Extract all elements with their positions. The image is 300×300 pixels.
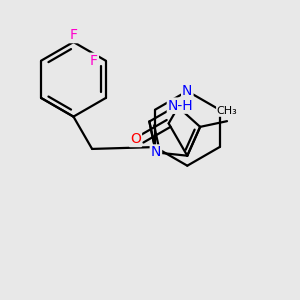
Text: N-H: N-H [168, 99, 194, 113]
Text: F: F [90, 54, 98, 68]
Text: N: N [151, 146, 161, 159]
Text: CH₃: CH₃ [217, 106, 237, 116]
Text: O: O [130, 132, 141, 146]
Text: N: N [182, 84, 193, 98]
Text: N: N [172, 99, 182, 113]
Text: F: F [69, 28, 77, 42]
